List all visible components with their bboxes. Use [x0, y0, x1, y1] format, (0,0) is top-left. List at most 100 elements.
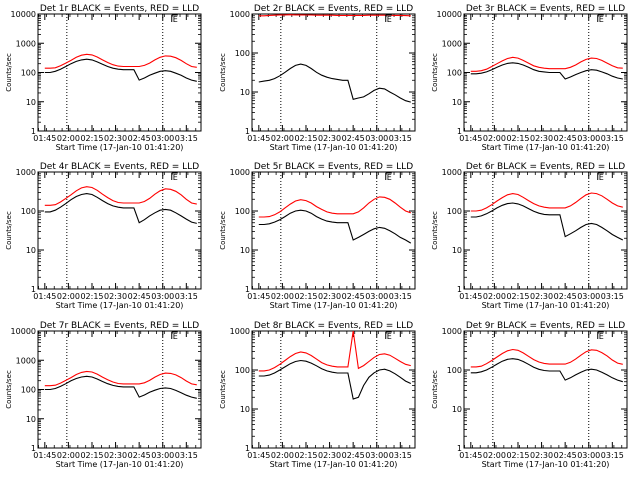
x-tick-label: 02:30 [530, 134, 553, 143]
x-tick-label: 02:45 [128, 134, 151, 143]
y-tick-label: 1 [245, 444, 250, 453]
x-tick-label: 03:00 [365, 451, 388, 460]
y-tick-label: 10 [26, 415, 36, 424]
x-axis-label: Start Time (17-Jan-10 01:41:20) [270, 460, 398, 469]
y-tick-label: 10 [452, 98, 462, 107]
y-tick-label: 100 [235, 49, 250, 58]
y-tick-label: 1000 [230, 168, 250, 177]
y-tick-label: 10000 [11, 10, 36, 19]
series-line-lld [470, 192, 623, 212]
x-tick-label: 02:45 [554, 292, 577, 301]
x-tick-label: 02:00 [57, 451, 80, 460]
x-tick-label: 03:15 [601, 134, 624, 143]
y-tick-label: 10000 [11, 327, 36, 336]
y-axis-label: Counts/sec [431, 211, 439, 250]
y-tick-label: 1000 [230, 10, 250, 19]
x-tick-label: 02:45 [554, 451, 577, 460]
panel-title: Det 8r BLACK = Events, RED = LLD [254, 321, 413, 331]
y-tick-label: 1 [457, 444, 462, 453]
x-tick-label: 03:15 [175, 451, 198, 460]
y-axis-label: Counts/sec [431, 53, 439, 92]
chart-panel-1: Det 1r BLACK = Events, RED = LLD 1 10 100 10… [5, 4, 202, 152]
y-axis-label: Counts/sec [431, 370, 439, 409]
x-tick-label: 02:15 [506, 134, 529, 143]
series-line-events [470, 202, 624, 241]
x-axis-label: Start Time (17-Jan-10 01:41:20) [56, 143, 184, 152]
y-tick-label: 100 [21, 207, 36, 216]
plot-frame [251, 171, 416, 290]
chart-panel-3: Det 3r BLACK = Events, RED = LLD 1 10 100 10… [431, 4, 628, 152]
y-tick-label: 100 [447, 207, 462, 216]
x-tick-label: 01:45 [33, 292, 56, 301]
x-tick-label: 02:30 [318, 134, 341, 143]
marker-label: E [173, 332, 178, 341]
x-tick-label: 03:00 [577, 134, 600, 143]
x-tick-label: 01:45 [247, 451, 270, 460]
panel-title: Det 6r BLACK = Events, RED = LLD [466, 162, 625, 172]
x-tick-label: 02:30 [104, 134, 127, 143]
x-tick-label: 02:45 [128, 451, 151, 460]
x-axis-label: Start Time (17-Jan-10 01:41:20) [482, 301, 610, 310]
y-axis-label: Counts/sec [5, 370, 13, 409]
x-tick-label: 02:15 [80, 292, 103, 301]
x-tick-label: 02:00 [57, 292, 80, 301]
y-tick-label: 1 [31, 285, 36, 294]
series-line-lld [470, 56, 623, 72]
y-tick-label: 1 [245, 127, 250, 136]
x-tick-label: 02:15 [506, 292, 529, 301]
x-tick-label: 03:00 [151, 134, 174, 143]
y-tick-label: 100 [447, 366, 462, 375]
x-tick-label: 02:15 [294, 451, 317, 460]
y-tick-label: 1 [457, 285, 462, 294]
series-line-lld [44, 53, 197, 69]
x-axis-label: Start Time (17-Jan-10 01:41:20) [56, 460, 184, 469]
x-tick-label: 02:45 [342, 134, 365, 143]
chart-panel-5: Det 5r BLACK = Events, RED = LLD 1 10 100 10… [219, 162, 416, 310]
y-tick-label: 1000 [16, 39, 36, 48]
x-tick-label: 02:30 [104, 292, 127, 301]
x-tick-label: 01:45 [33, 134, 56, 143]
series-line-events [470, 358, 623, 383]
x-tick-label: 02:15 [80, 134, 103, 143]
x-tick-label: 02:00 [483, 451, 506, 460]
x-tick-label: 02:30 [318, 292, 341, 301]
plot-frame [463, 330, 628, 449]
y-tick-label: 10 [26, 246, 36, 255]
y-tick-label: 100 [235, 366, 250, 375]
x-tick-label: 03:00 [577, 451, 600, 460]
y-axis-label: Counts/sec [219, 211, 227, 250]
x-tick-label: 02:15 [506, 451, 529, 460]
series-line-events [258, 209, 412, 244]
y-tick-label: 1 [457, 127, 462, 136]
x-tick-label: 03:15 [389, 134, 412, 143]
x-tick-label: 02:00 [483, 134, 506, 143]
panel-title: Det 4r BLACK = Events, RED = LLD [40, 162, 199, 172]
x-tick-label: 02:15 [80, 451, 103, 460]
marker-label: E [387, 332, 392, 341]
y-tick-label: 1000 [16, 168, 36, 177]
chart-panel-7: Det 7r BLACK = Events, RED = LLD 1 10 100 10… [5, 321, 202, 469]
y-tick-label: 10 [240, 88, 250, 97]
x-tick-label: 02:00 [271, 292, 294, 301]
x-tick-label: 03:15 [601, 292, 624, 301]
y-tick-label: 1 [31, 444, 36, 453]
plot-frame [37, 171, 202, 290]
y-tick-label: 10 [240, 246, 250, 255]
marker-label: E [599, 15, 604, 24]
x-tick-label: 02:00 [271, 451, 294, 460]
y-tick-label: 100 [21, 69, 36, 78]
x-tick-label: 02:00 [271, 134, 294, 143]
x-axis-label: Start Time (17-Jan-10 01:41:20) [270, 301, 398, 310]
chart-panel-6: Det 6r BLACK = Events, RED = LLD 1 10 100 10… [431, 162, 628, 310]
x-tick-label: 01:45 [459, 451, 482, 460]
panel-title: Det 1r BLACK = Events, RED = LLD [40, 4, 199, 14]
x-tick-label: 03:00 [365, 134, 388, 143]
x-tick-label: 02:00 [57, 134, 80, 143]
marker-label: E [173, 173, 178, 182]
series-line-events [44, 58, 197, 82]
marker-label: E [173, 15, 178, 24]
x-tick-label: 03:15 [175, 134, 198, 143]
x-tick-label: 01:45 [33, 451, 56, 460]
